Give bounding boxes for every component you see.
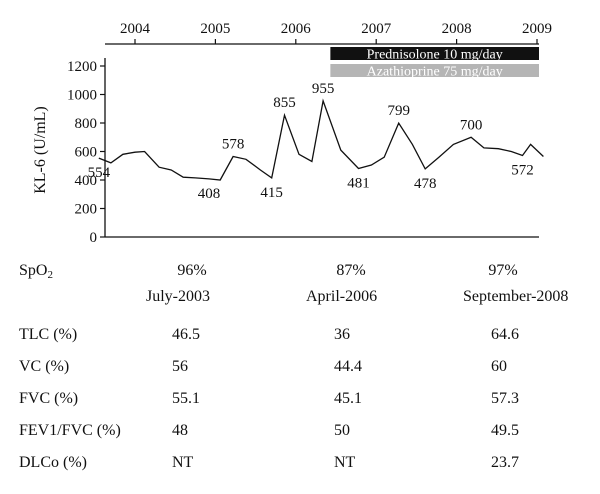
date-row: July-2003 April-2006 September-2008	[0, 288, 600, 310]
cell-value: 50	[334, 422, 350, 439]
cell-value: 49.5	[491, 422, 519, 439]
cell-value: 45.1	[334, 390, 362, 407]
date-label: September-2008	[463, 288, 569, 305]
cell-value: 60	[491, 358, 507, 375]
spo2-label: SpO2	[19, 262, 53, 281]
data-label: 700	[460, 117, 483, 133]
row-label: FVC (%)	[19, 390, 79, 407]
y-tick-label: 200	[75, 202, 98, 218]
y-axis-label: KL-6 (U/mL)	[32, 106, 49, 194]
x-tick-label: 2005	[200, 21, 230, 37]
row-label: VC (%)	[19, 358, 70, 375]
x-tick-label: 2009	[522, 21, 552, 37]
kl6-series-line	[98, 98, 544, 181]
y-tick-label: 1200	[67, 59, 97, 75]
spo2-value: 97%	[488, 262, 518, 279]
x-tick-label: 2008	[442, 21, 472, 37]
series-group	[98, 98, 544, 181]
cell-value: NT	[334, 454, 356, 471]
y-tick-label: 600	[75, 145, 98, 161]
data-label: 481	[347, 175, 370, 191]
row-label: TLC (%)	[19, 326, 78, 343]
chart-axes: 0 200 400 600 800 1000 1200 2004 2005 2006 2007 200…	[67, 21, 552, 246]
cell-value: 56	[172, 358, 188, 375]
prednisolone-bar	[330, 47, 539, 60]
x-tick-label: 2007	[361, 21, 392, 37]
x-tick-label: 2004	[120, 21, 151, 37]
data-label: 554	[88, 165, 111, 181]
kl6-line-chart: 0 200 400 600 800 1000 1200 2004 2005 2006 2007 200…	[32, 21, 552, 246]
spo2-value: 87%	[336, 262, 366, 279]
data-label: 955	[312, 81, 335, 97]
cell-value: 23.7	[491, 454, 519, 471]
data-label: 578	[222, 136, 245, 152]
azathioprine-label: Azathioprine 75 mg/day	[367, 65, 503, 80]
data-label: 478	[414, 176, 437, 192]
cell-value: NT	[172, 454, 194, 471]
data-label: 855	[273, 95, 296, 111]
azathioprine-bar	[330, 64, 539, 77]
y-tick-label: 400	[75, 173, 98, 189]
data-labels: 554 408 578 415 855 955 481 799 478 700 572	[88, 81, 534, 202]
table-row: VC (%) 56 44.4 60	[0, 358, 600, 380]
spo2-value: 96%	[177, 262, 207, 279]
x-tick-label: 2006	[281, 21, 312, 37]
cell-value: 55.1	[172, 390, 200, 407]
row-label: FEV1/FVC (%)	[19, 422, 121, 439]
data-label: 799	[387, 103, 410, 119]
row-label: DLCo (%)	[19, 454, 87, 471]
table-row: TLC (%) 46.5 36 64.6	[0, 326, 600, 348]
cell-value: 64.6	[491, 326, 519, 343]
cell-value: 48	[172, 422, 188, 439]
data-label: 572	[511, 162, 534, 178]
cell-value: 46.5	[172, 326, 200, 343]
date-label: July-2003	[146, 288, 210, 305]
table-row: DLCo (%) NT NT 23.7	[0, 454, 600, 476]
treatment-bars: Prednisolone 10 mg/day Azathioprine 75 mg…	[330, 47, 539, 80]
cell-value: 36	[334, 326, 350, 343]
table-row: FEV1/FVC (%) 48 50 49.5	[0, 422, 600, 444]
y-tick-label: 800	[75, 116, 98, 132]
date-label: April-2006	[306, 288, 378, 305]
data-label: 408	[198, 186, 221, 202]
table-row: FVC (%) 55.1 45.1 57.3	[0, 390, 600, 412]
cell-value: 44.4	[334, 358, 362, 375]
spo2-row: SpO2 96% 87% 97%	[0, 262, 600, 284]
data-label: 415	[260, 185, 283, 201]
y-tick-label: 0	[90, 230, 98, 246]
prednisolone-label: Prednisolone 10 mg/day	[367, 48, 503, 63]
y-tick-label: 1000	[67, 88, 97, 104]
cell-value: 57.3	[491, 390, 519, 407]
